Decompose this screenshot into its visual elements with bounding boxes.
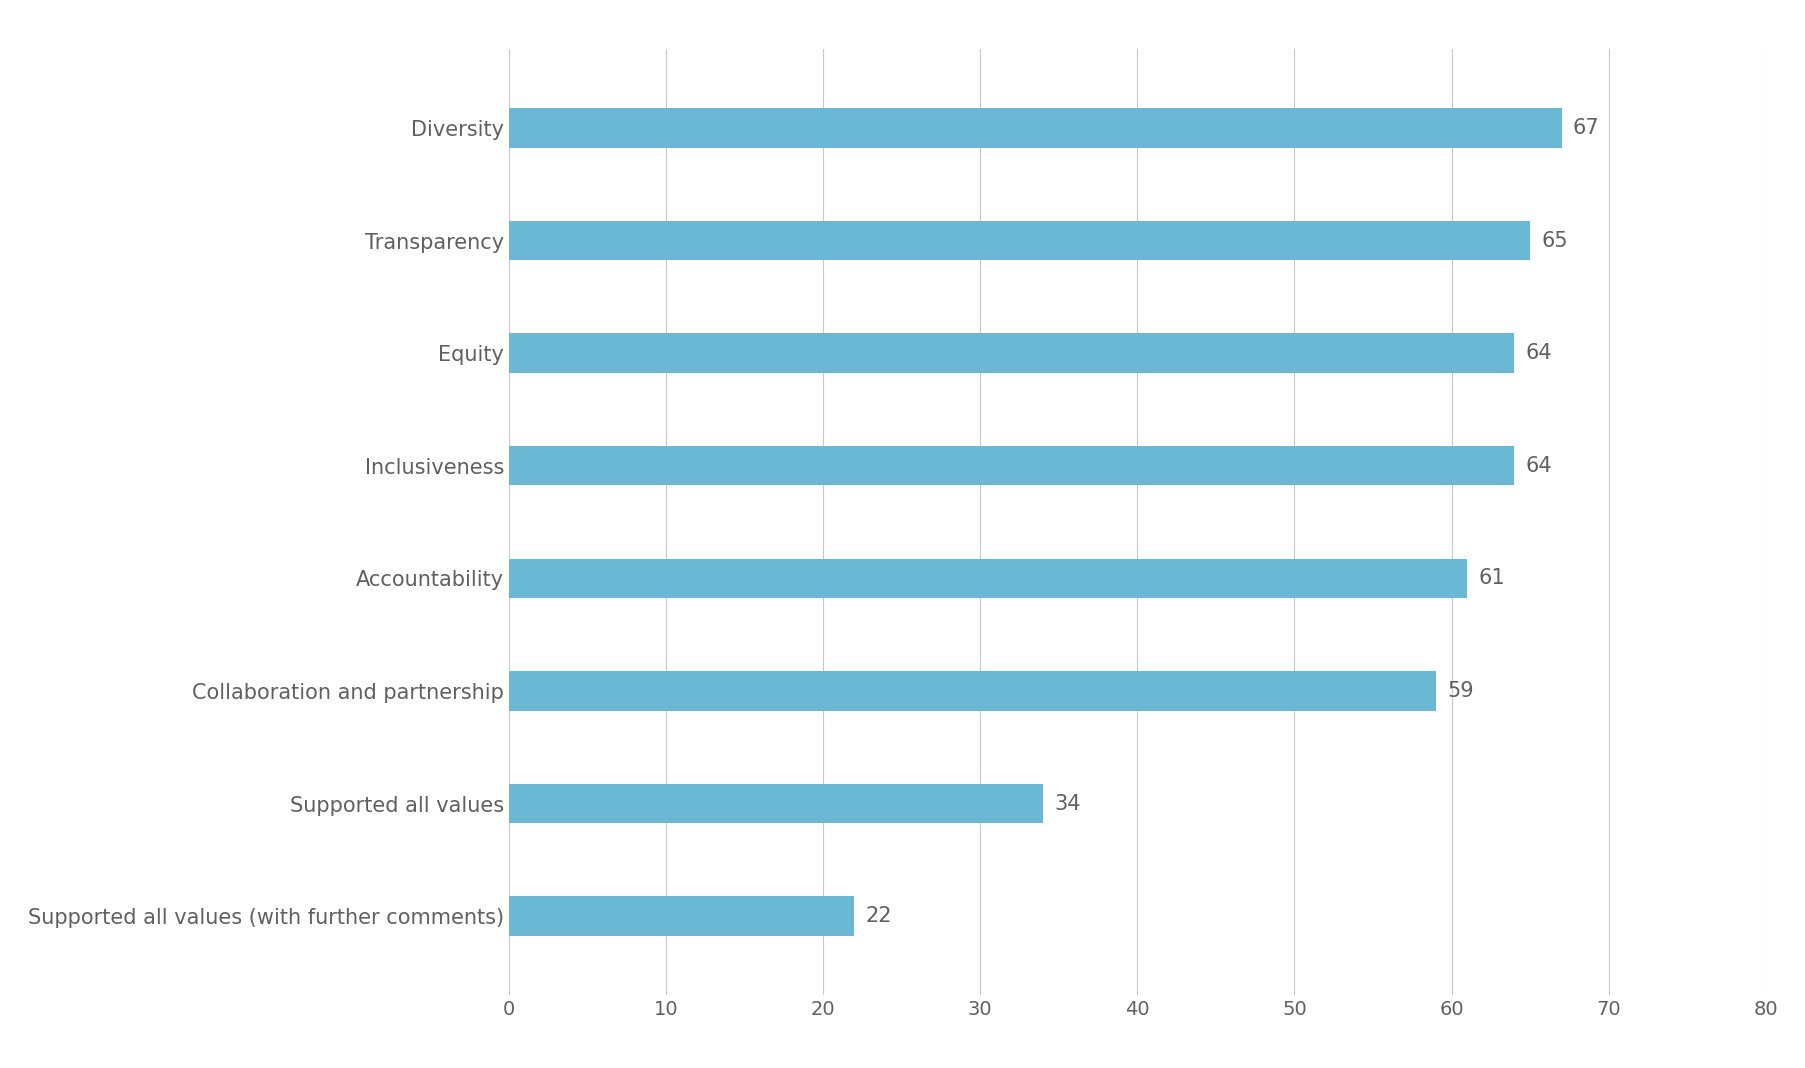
Bar <box>509 896 854 936</box>
Text: 61: 61 <box>1478 568 1504 588</box>
Text: 64: 64 <box>1525 456 1550 475</box>
Text: 64: 64 <box>1525 343 1550 363</box>
Bar <box>509 221 1529 261</box>
Bar <box>509 784 1043 823</box>
Text: 59: 59 <box>1446 681 1473 701</box>
Bar <box>509 559 1466 598</box>
Text: 65: 65 <box>1540 231 1567 251</box>
Bar <box>509 446 1514 486</box>
Text: 22: 22 <box>865 906 892 926</box>
Bar <box>509 108 1561 147</box>
Bar <box>509 672 1435 710</box>
Bar <box>509 333 1514 373</box>
Text: 67: 67 <box>1572 117 1599 138</box>
Text: 34: 34 <box>1054 794 1079 814</box>
